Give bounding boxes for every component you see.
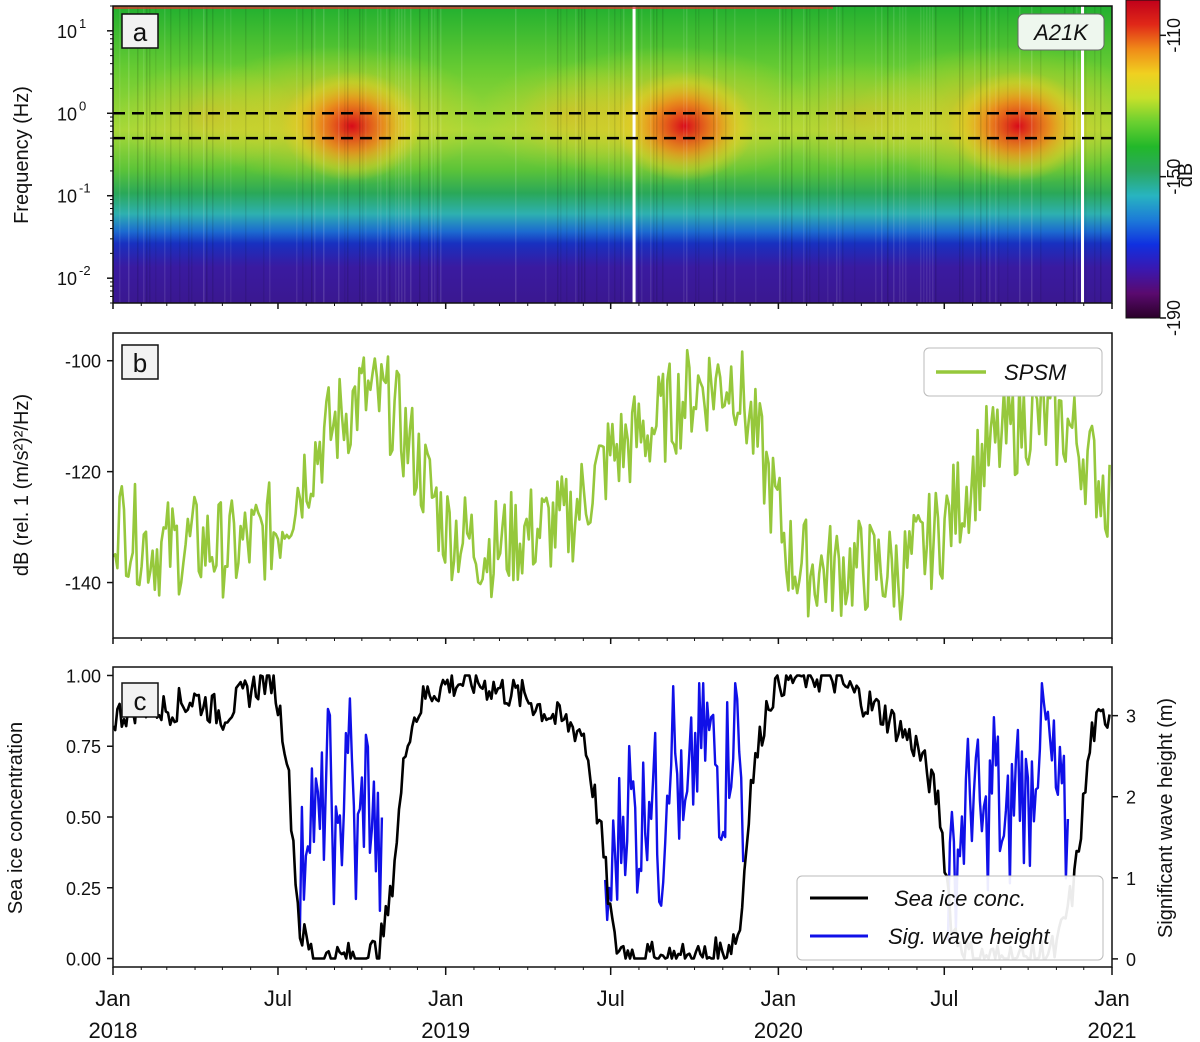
- y-tick-label: 0.00: [66, 950, 101, 970]
- colorbar-gradient: [1125, 0, 1161, 319]
- panel-c-ylabel: Sea ice concentration: [5, 722, 27, 914]
- y-tick-label: 0.50: [66, 808, 101, 828]
- x-tick-month: Jul: [264, 986, 292, 1011]
- y-tick-right-label: 0: [1126, 950, 1136, 970]
- panel-b-ylabel: dB (rel. 1 (m/s²)²/Hz): [11, 394, 33, 576]
- y-tick-right-label: 3: [1126, 707, 1136, 727]
- y-tick-label: 10: [57, 269, 77, 289]
- y-tick-label: -140: [65, 574, 101, 594]
- y-tick-exponent: -2: [79, 263, 91, 278]
- station-label: A21K: [1032, 20, 1089, 45]
- y-tick-exponent: 1: [79, 16, 86, 31]
- panel-c-ylabel-right: Significant wave height (m): [1155, 698, 1177, 938]
- spsm-line: [113, 348, 1111, 621]
- x-tick-month: Jan: [761, 986, 796, 1011]
- colorbar-label: dB: [1175, 163, 1197, 187]
- y-tick-exponent: -1: [79, 181, 91, 196]
- x-tick-month: Jul: [930, 986, 958, 1011]
- panel-c-y-ticks-right: 0 1 2 3: [1112, 707, 1136, 970]
- spectrogram: [113, 6, 1112, 303]
- panel-b-frame: [112, 332, 1113, 639]
- y-tick-right-label: 1: [1126, 869, 1136, 889]
- y-tick-label: 10: [57, 187, 77, 207]
- y-tick-label: 10: [57, 104, 77, 124]
- spsm-series: [113, 348, 1111, 621]
- frequency-band-lines: [113, 112, 1112, 140]
- spectrogram-energy-blobs: [117, 46, 1112, 187]
- panel-a-letter: a: [133, 17, 148, 47]
- wave-height-line: [946, 682, 1070, 941]
- panel-c-letter: c: [134, 686, 147, 716]
- wave-height-line: [298, 697, 384, 932]
- y-tick-label: -120: [65, 463, 101, 483]
- x-tick-year: 2019: [421, 1018, 470, 1042]
- sea-ice-line: [113, 674, 1111, 960]
- panel-c-letter-box: c: [121, 682, 159, 718]
- legend-spsm-label: SPSM: [1004, 360, 1067, 385]
- panel-b: -100 -120 -140 dB (rel. 1 (m/s²)²/Hz) b SP…: [11, 332, 1113, 639]
- y-tick-label: 0.75: [66, 737, 101, 757]
- spectrogram-top-edge: [113, 6, 833, 9]
- panel-b-y-ticks: -100 -120 -140: [65, 352, 113, 594]
- x-tick-month: Jul: [597, 986, 625, 1011]
- colorbar-tick-label: -110: [1164, 18, 1184, 53]
- colorbar: -110 -150 -190 dB: [1125, 0, 1197, 336]
- panel-a-ylabel: Frequency (Hz): [11, 86, 33, 224]
- y-tick-label: 0.25: [66, 879, 101, 899]
- legend-wave-label: Sig. wave height: [888, 924, 1050, 949]
- legend-ice-label: Sea ice conc.: [894, 886, 1026, 911]
- y-tick-label: 10: [57, 22, 77, 42]
- x-axis: Jan 2018 Jul Jan 2019 Jul Jan 2020 Jul Jan 2021: [89, 303, 1137, 1042]
- spectrogram-texture: [119, 6, 1102, 303]
- panel-b-letter: b: [133, 348, 147, 378]
- wave-height-line: [604, 682, 745, 922]
- x-tick-month: Jan: [428, 986, 463, 1011]
- y-tick-label: 1.00: [66, 666, 101, 686]
- panel-a-letter-box: a: [121, 13, 159, 49]
- x-tick-year: 2018: [89, 1018, 138, 1042]
- colorbar-tick-label: -190: [1164, 300, 1184, 336]
- panel-b-letter-box: b: [121, 344, 159, 380]
- y-tick-label: -100: [65, 352, 101, 372]
- wave-height-series: [298, 682, 1070, 941]
- x-tick-year: 2021: [1088, 1018, 1137, 1042]
- colorbar-tick-label: -150: [1164, 159, 1184, 195]
- spectrogram-gaps: [632, 6, 1085, 303]
- x-tick-month: Jan: [95, 986, 130, 1011]
- panel-c-y-ticks: 0.00 0.25 0.50 0.75 1.00: [66, 666, 113, 970]
- sea-ice-series: [113, 674, 1111, 960]
- panel-a-frame: [112, 5, 1113, 304]
- colorbar-ticks: -110 -150 -190: [1160, 18, 1184, 336]
- x-tick-month: Jan: [1094, 986, 1129, 1011]
- station-label-box: A21K: [1017, 13, 1105, 51]
- panel-b-legend: SPSM: [923, 347, 1103, 397]
- y-tick-exponent: 0: [79, 98, 86, 113]
- panel-c: 0.00 0.25 0.50 0.75 1.00 0 1 2 3 Sea ice concen…: [5, 666, 1177, 970]
- y-tick-right-label: 2: [1126, 788, 1136, 808]
- panel-c-legend: Sea ice conc. Sig. wave height: [796, 875, 1104, 961]
- x-tick-year: 2020: [754, 1018, 803, 1042]
